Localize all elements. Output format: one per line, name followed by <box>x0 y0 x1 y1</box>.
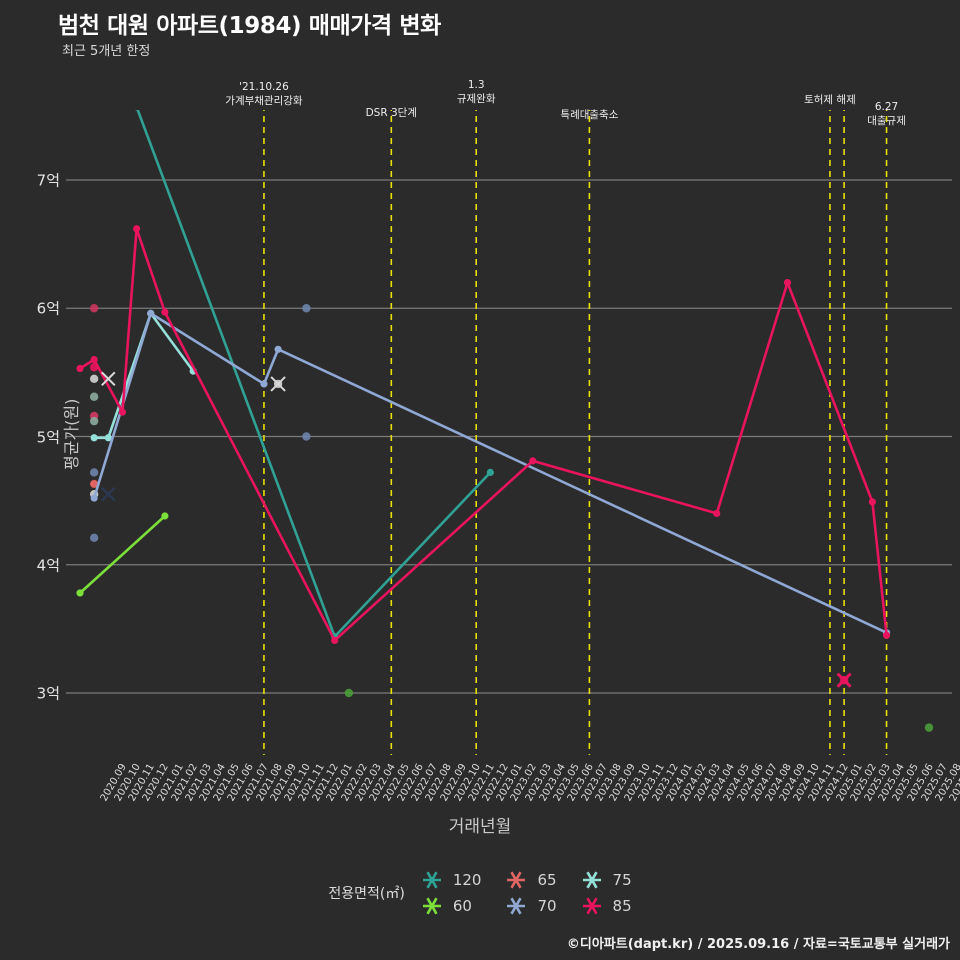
y-tick-label: 3억 <box>36 684 60 703</box>
legend-label: 75 <box>612 871 632 889</box>
x-marker <box>836 672 852 688</box>
series-point-85 <box>76 364 84 373</box>
series-point-85 <box>529 457 537 465</box>
scatter-point <box>302 432 311 441</box>
scatter-point <box>89 416 99 426</box>
legend-item-85[interactable]: 85 <box>579 896 632 916</box>
y-axis-tick-labels: 7억 6억 5억 4억 3억 <box>0 110 60 755</box>
series-line-75 <box>92 312 195 440</box>
event-label-line: 규제완화 <box>456 93 496 106</box>
series-line-120 <box>136 110 492 638</box>
scatter-point <box>302 304 311 313</box>
scatter-point <box>89 533 99 543</box>
x-marker <box>270 376 286 392</box>
event-label-line: 1.3 <box>467 79 485 91</box>
scatter-point <box>89 374 99 383</box>
series-point-85 <box>783 279 792 287</box>
event-label-line: 특례대출축소 <box>560 109 619 121</box>
event-annotation: '21.10.26 가계부채관리강화 <box>225 80 302 108</box>
legend-item-60[interactable]: 60 <box>419 896 482 916</box>
series-point-65 <box>90 480 98 488</box>
page-subtitle: 최근 5개년 한정 <box>62 44 151 59</box>
event-label-line: 토허제 해제 <box>804 94 856 106</box>
legend-label: 60 <box>452 897 472 915</box>
legend-item-120[interactable]: 120 <box>419 870 482 890</box>
series-point-120 <box>486 468 494 477</box>
legend-item-75[interactable]: 75 <box>579 870 632 890</box>
legend-entries: 120 65 75 60 70 85 <box>419 870 632 916</box>
chart-legend: 전용면적(㎡) 120 65 75 60 70 85 <box>0 862 960 924</box>
x-axis-label: 거래년월 <box>448 817 512 837</box>
page-title: 범천 대원 아파트(1984) 매매가격 변화 <box>58 13 441 39</box>
series-point-85 <box>90 355 98 364</box>
y-tick-label: 6억 <box>36 299 60 318</box>
series-point-85 <box>161 308 169 316</box>
scatter-point <box>89 468 99 477</box>
series-point-85 <box>868 498 877 506</box>
legend-item-70[interactable]: 70 <box>503 896 557 916</box>
series-point-85 <box>118 408 127 416</box>
y-axis-label: 평균가(원) <box>62 398 81 470</box>
legend-title: 전용면적(㎡) <box>328 886 405 902</box>
series-line-60 <box>78 514 167 595</box>
y-tick-label: 4억 <box>36 556 60 575</box>
event-annotation: 특례대출축소 <box>560 108 618 122</box>
scatter-point <box>924 723 934 732</box>
legend-label: 85 <box>612 897 632 915</box>
plot-area: 평균가(원) <box>62 110 952 755</box>
series-point-85 <box>882 631 891 639</box>
event-label-line: 6.27 <box>874 101 899 113</box>
chart-canvas <box>66 110 952 755</box>
scatter-point <box>89 392 99 401</box>
series-point-70 <box>274 345 282 353</box>
series-point-85 <box>133 225 141 233</box>
series-point-75 <box>104 434 112 442</box>
series-point-70 <box>260 380 268 388</box>
legend-label: 120 <box>452 871 482 889</box>
y-tick-label: 5억 <box>36 428 60 446</box>
series-line-85 <box>78 227 888 642</box>
scatter-point <box>344 688 354 698</box>
legend-marker-icon <box>582 871 601 889</box>
legend-marker-icon <box>422 897 441 915</box>
x-marker <box>100 486 116 502</box>
series-point-85 <box>713 509 721 518</box>
legend-marker-icon <box>582 897 601 915</box>
legend-item-65[interactable]: 65 <box>503 870 557 890</box>
legend-marker-icon <box>422 871 441 889</box>
series-point-70 <box>147 309 155 317</box>
event-label-line: 가계부채관리강화 <box>225 95 303 108</box>
series-point-70 <box>90 494 98 502</box>
legend-marker-icon <box>507 871 526 889</box>
legend-label: 70 <box>537 897 557 915</box>
legend-marker-icon <box>507 897 526 915</box>
event-annotation: DSR 3단계 <box>366 106 417 120</box>
event-annotation: 토허제 해제 <box>804 93 856 107</box>
legend-label: 65 <box>537 871 557 889</box>
event-label-line: 대출규제 <box>867 115 906 128</box>
series-point-75 <box>90 434 98 442</box>
series-point-60 <box>161 512 169 520</box>
y-tick-label: 7억 <box>36 171 60 190</box>
event-label-line: '21.10.26 <box>239 81 289 93</box>
scatter-point <box>89 304 99 313</box>
event-annotation: 1.3 규제완화 <box>457 78 496 106</box>
event-label-line: DSR 3단계 <box>365 107 417 119</box>
x-marker <box>101 371 116 386</box>
event-annotation: 6.27 대출규제 <box>867 100 906 128</box>
series-point-60 <box>76 589 84 597</box>
footer-credit: ©디아파트(dapt.kr) / 2025.09.16 / 자료=국토교통부 실… <box>566 937 950 952</box>
series-point-85 <box>331 636 339 645</box>
